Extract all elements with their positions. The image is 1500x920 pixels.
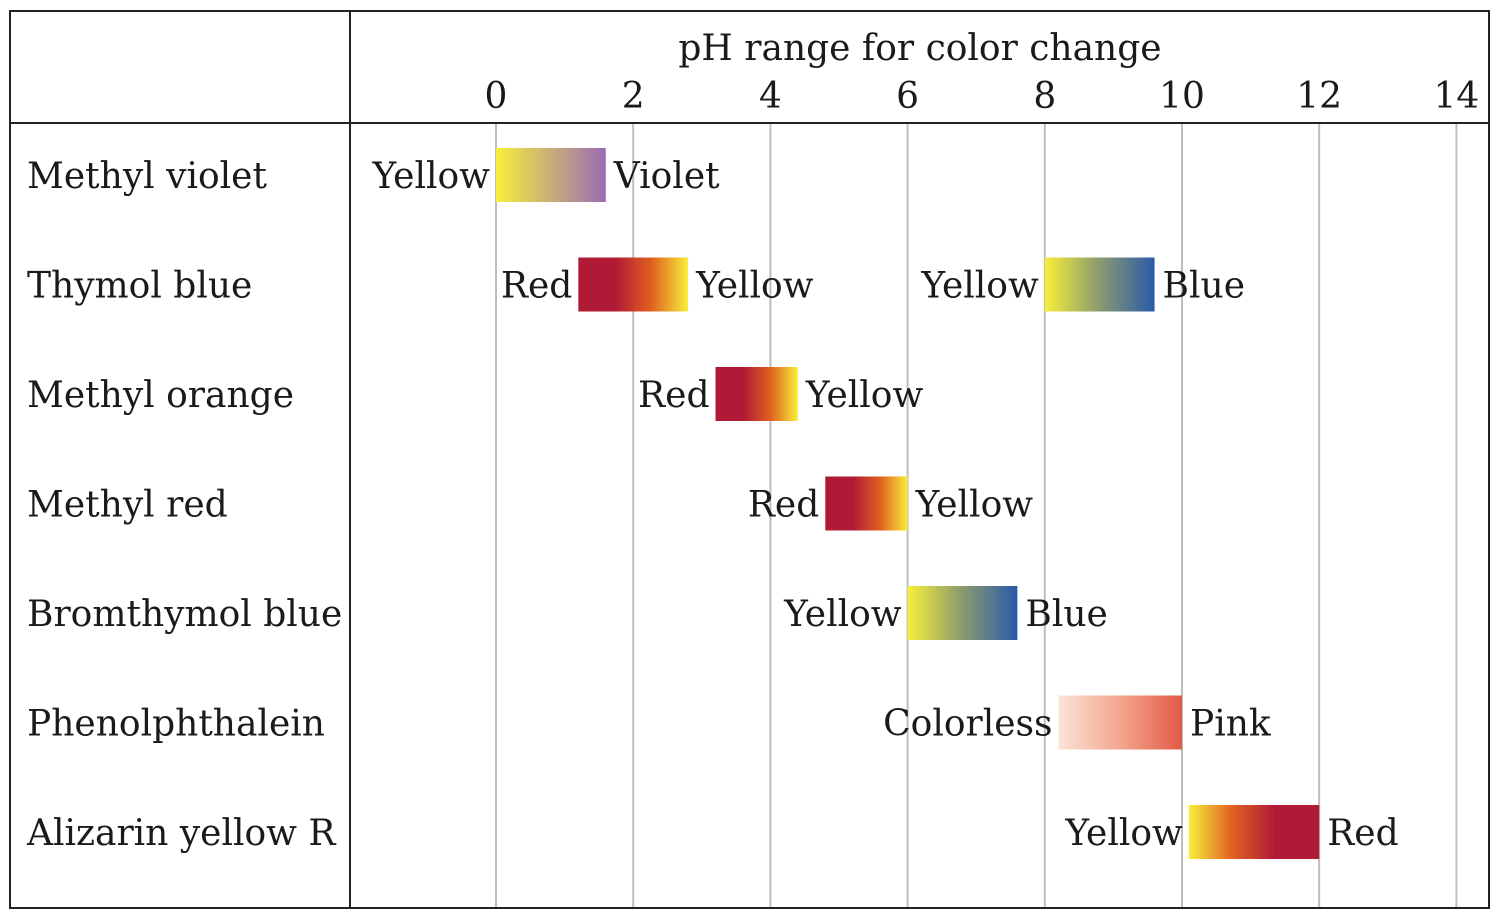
indicator-rows: Methyl violet Yellow Violet Thymol blue Red Y… — [26, 148, 1399, 859]
color-range-bar — [715, 367, 798, 421]
high-ph-color-label: Yellow — [805, 375, 924, 416]
high-ph-color-label: Blue — [1163, 266, 1245, 307]
low-ph-color-label: Yellow — [372, 156, 491, 197]
indicator-name: Alizarin yellow R — [26, 813, 336, 854]
color-range-bar — [825, 476, 908, 531]
indicator-row: Phenolphthalein Colorless Pink — [27, 695, 1272, 750]
x-tick-label: 2 — [622, 76, 645, 117]
table-frame — [9, 10, 1490, 909]
high-ph-color-label: Violet — [613, 156, 720, 197]
indicator-name: Methyl violet — [27, 156, 267, 197]
grid-lines — [495, 123, 1458, 908]
indicator-row: Bromthymol blue Yellow Blue — [27, 586, 1108, 640]
indicator-row: Thymol blue Red Yellow Yellow Blue — [27, 257, 1245, 312]
color-range-bar — [907, 586, 1018, 640]
indicator-name: Methyl red — [27, 485, 228, 526]
low-ph-color-label: Red — [748, 485, 819, 526]
indicator-name: Thymol blue — [27, 266, 252, 307]
low-ph-color-label: Yellow — [920, 266, 1039, 307]
indicator-name: Bromthymol blue — [27, 594, 342, 635]
high-ph-color-label: Pink — [1190, 704, 1272, 745]
high-ph-color-label: Yellow — [915, 485, 1034, 526]
color-range-bar — [1188, 805, 1320, 859]
low-ph-color-label: Yellow — [783, 594, 902, 635]
color-range-bar — [496, 148, 606, 202]
color-range-bar — [1044, 257, 1155, 312]
high-ph-color-label: Blue — [1025, 594, 1107, 635]
indicator-row: Alizarin yellow R Yellow Red — [26, 805, 1399, 859]
chart-title: pH range for color change — [678, 28, 1161, 69]
x-tick-label: 14 — [1433, 76, 1479, 117]
high-ph-color-label: Yellow — [695, 266, 814, 307]
color-range-bar — [1058, 695, 1182, 750]
indicator-row: Methyl violet Yellow Violet — [27, 148, 720, 202]
high-ph-color-label: Red — [1327, 813, 1398, 854]
low-ph-color-label: Colorless — [883, 704, 1052, 745]
indicator-row: Methyl red Red Yellow — [27, 476, 1034, 531]
x-tick-label: 6 — [896, 76, 919, 117]
color-range-bar — [578, 257, 689, 312]
x-tick-label: 8 — [1033, 76, 1056, 117]
x-tick-label: 12 — [1296, 76, 1342, 117]
x-axis-ticks: 0 2 4 6 8 10 12 14 — [485, 76, 1480, 117]
indicator-row: Methyl orange Red Yellow — [27, 367, 923, 421]
low-ph-color-label: Red — [638, 375, 709, 416]
indicator-name: Methyl orange — [27, 375, 294, 416]
x-tick-label: 10 — [1159, 76, 1205, 117]
low-ph-color-label: Red — [501, 266, 572, 307]
indicator-name: Phenolphthalein — [27, 704, 325, 745]
low-ph-color-label: Yellow — [1064, 813, 1183, 854]
x-tick-label: 4 — [759, 76, 782, 117]
x-tick-label: 0 — [485, 76, 508, 117]
